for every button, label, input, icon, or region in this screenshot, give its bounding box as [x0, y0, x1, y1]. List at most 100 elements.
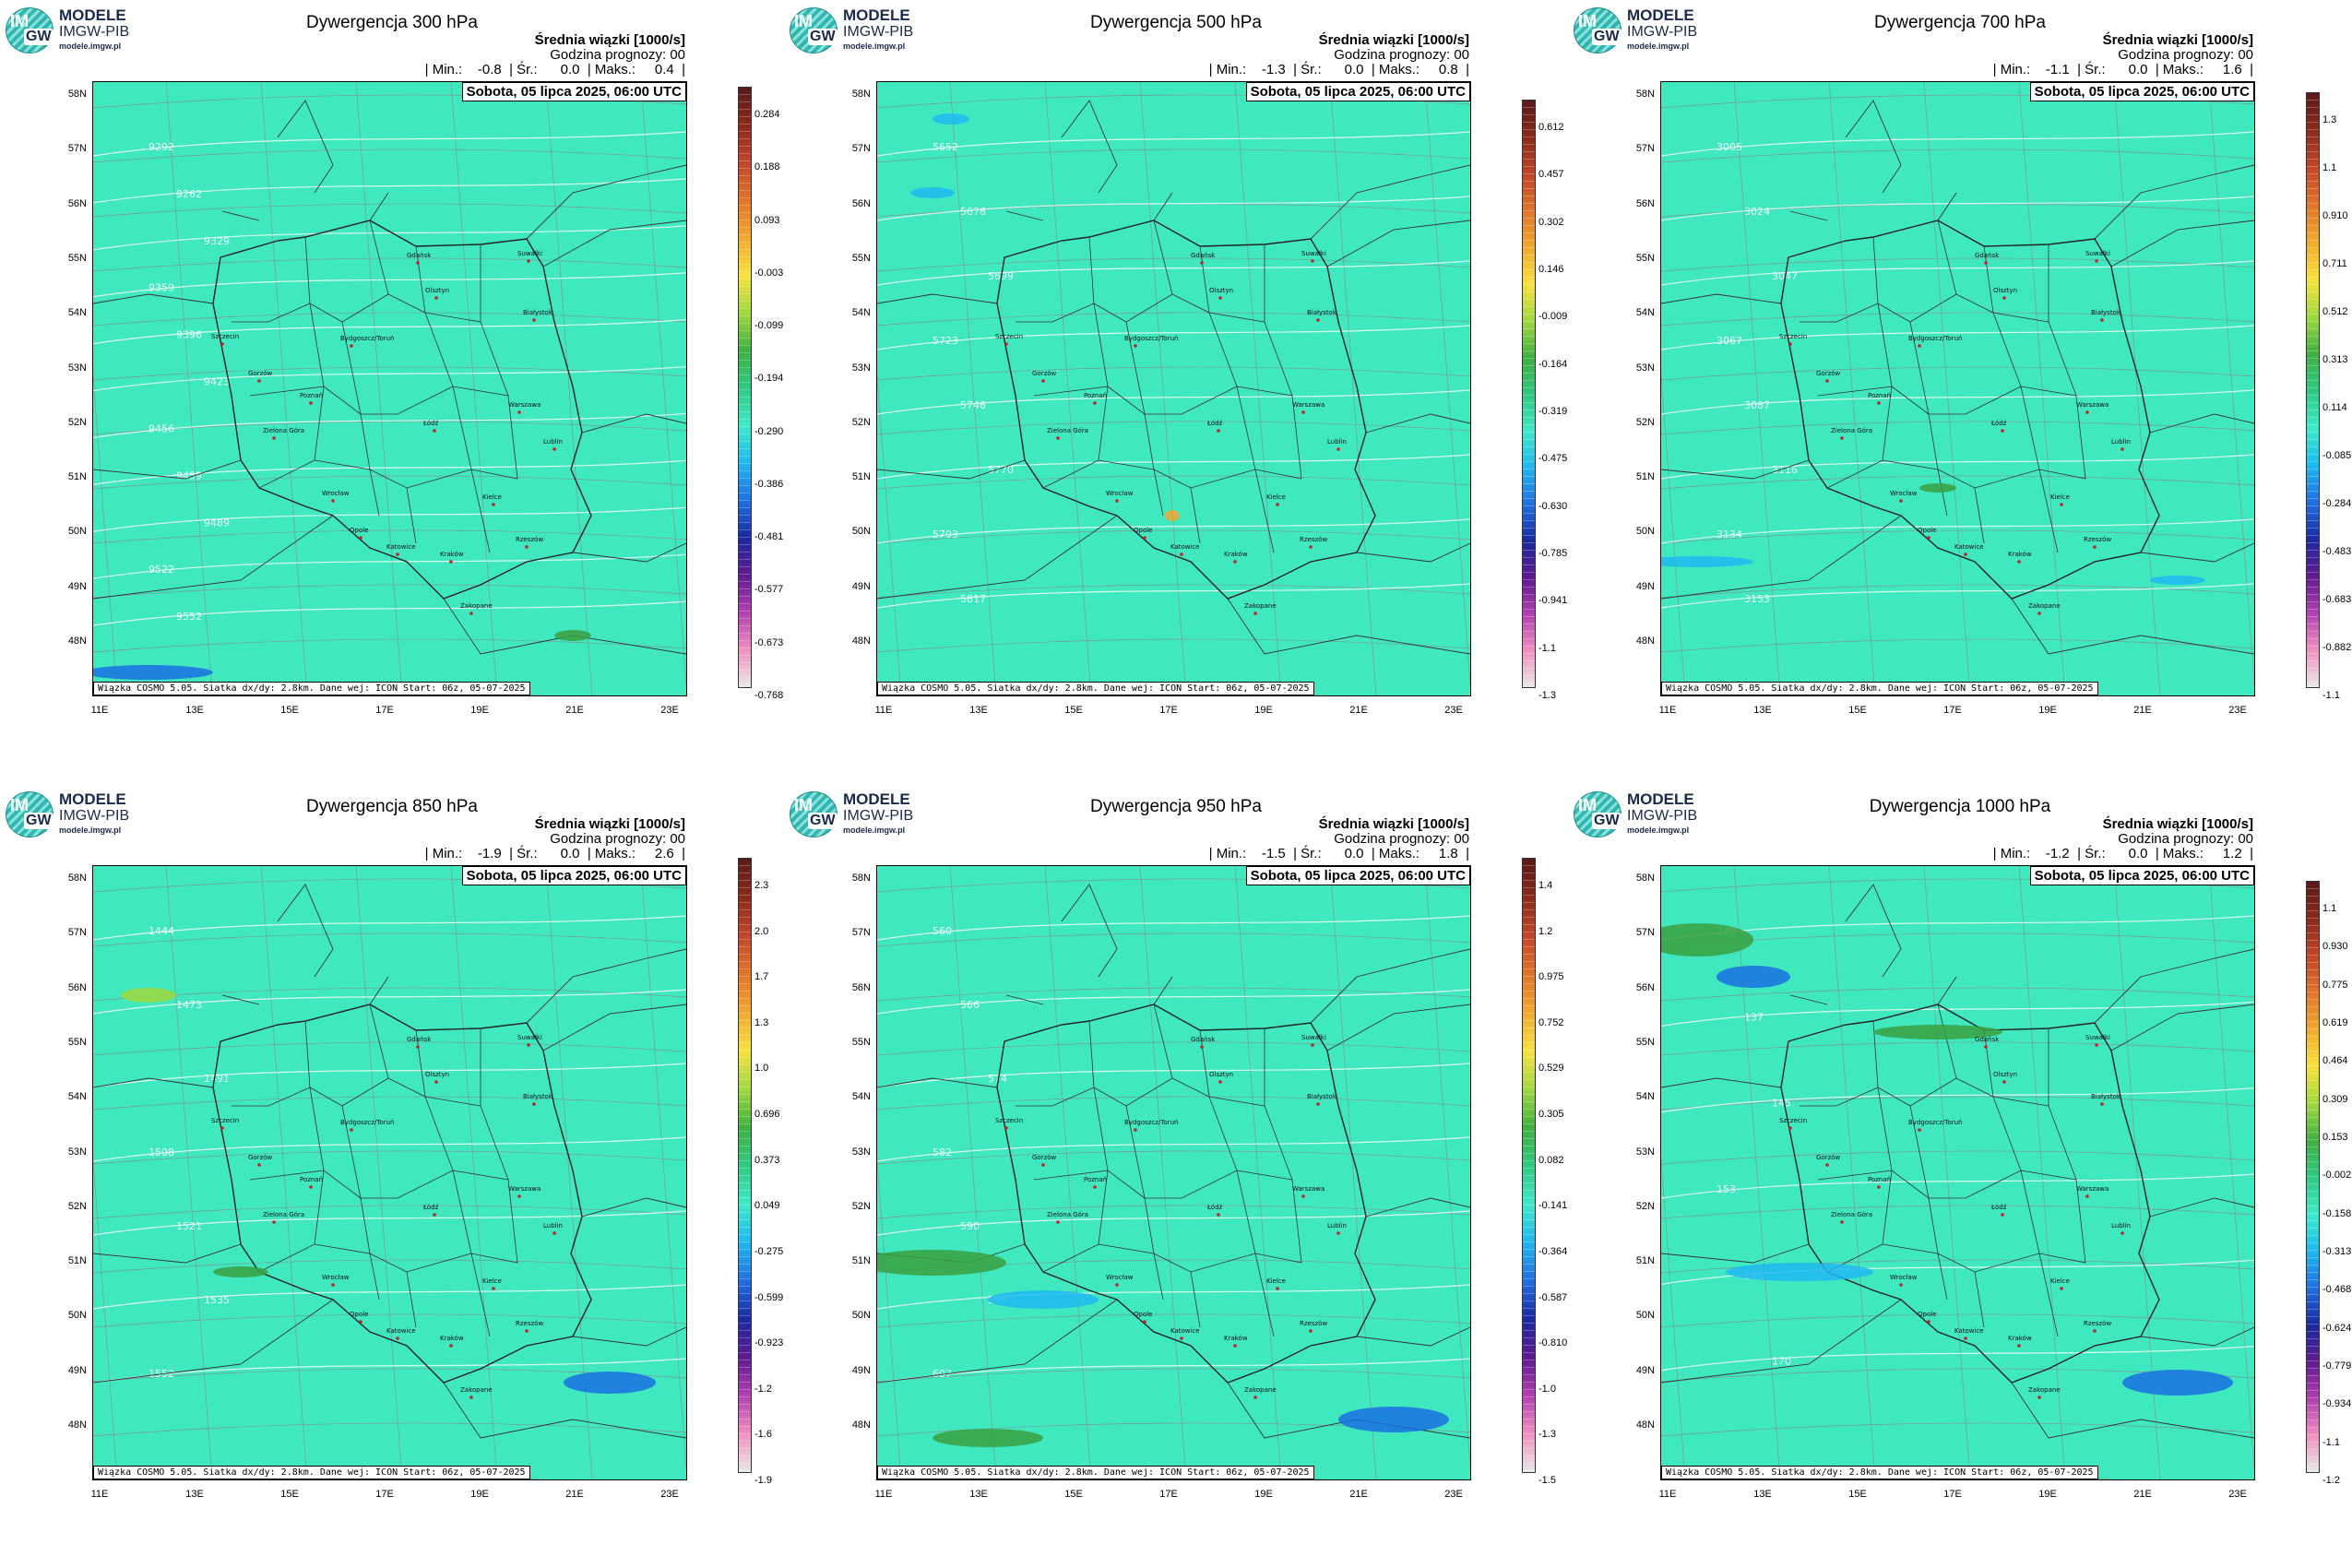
divergence-anomaly — [910, 187, 955, 198]
map-panel: IM GW MODELE IMGW-PIB modele.imgw.pl Dywergen… — [784, 784, 1568, 1568]
city-label: Szczecin — [211, 333, 239, 340]
lon-gridline — [1923, 82, 1971, 695]
height-isoline — [1661, 518, 2254, 544]
lat-gridline — [93, 1041, 686, 1056]
height-isoline — [1661, 454, 2254, 480]
lat-gridline — [93, 932, 686, 947]
lat-tick-label: 54N — [851, 307, 871, 319]
city-dot — [1877, 1185, 1881, 1189]
height-isoline — [1661, 1346, 2254, 1372]
colorbar-tick-label: 0.188 — [754, 161, 780, 173]
colorbar-tick-label: -0.475 — [1538, 453, 1568, 465]
lat-tick-label: 56N — [1635, 981, 1655, 993]
logo-line1: MODELE — [59, 790, 126, 808]
lat-tick-label: 51N — [1635, 1255, 1655, 1267]
voivodeship-border — [1190, 487, 1201, 544]
badge-gw: GW — [808, 813, 837, 829]
map-panel: IM GW MODELE IMGW-PIB modele.imgw.pl Dywergen… — [1568, 784, 2352, 1568]
voivodeship-border — [232, 1020, 311, 1107]
lat-tick-label: 52N — [851, 1200, 871, 1212]
lat-gridline — [93, 1259, 686, 1274]
city-dot — [1200, 1045, 1204, 1049]
lon-tick-label: 19E — [1254, 705, 1273, 716]
city-label: Suwałki — [1301, 1034, 1326, 1041]
city-dot — [220, 1126, 224, 1130]
city-dot — [331, 499, 335, 503]
lat-tick-label: 52N — [67, 1200, 87, 1212]
city-dot — [1115, 499, 1119, 503]
lon-tick-label: 21E — [565, 705, 584, 716]
isoline-label: 137 — [1744, 1011, 1764, 1023]
lon-gridline — [2018, 866, 2066, 1479]
lon-tick-label: 15E — [1848, 1489, 1867, 1500]
height-isoline — [1661, 583, 2254, 609]
colorbar-tick-label: -1.0 — [1538, 1383, 1556, 1395]
isoline-label: 5699 — [988, 270, 1014, 282]
map-area: 3005 3024 3047 3067 3087 3116 3134 3153 Gdańsk Su… — [1660, 81, 2255, 696]
imgw-badge-icon: IM GW — [6, 791, 53, 837]
city-label: Gdańsk — [1975, 1036, 2000, 1043]
city-dot — [2060, 1287, 2063, 1290]
panel-title: Dywergencja 1000 hPa — [1869, 797, 2051, 816]
map-area: 560566574582590599607GdańskSuwałkiOlszty… — [876, 865, 1471, 1480]
divergence-anomaly — [1661, 556, 1753, 567]
height-isoline — [877, 325, 1470, 350]
colorbar-tick-label: 0.930 — [2322, 941, 2348, 953]
city-label: Łódź — [1206, 1204, 1223, 1211]
subtitle: Średnia wiązki [1000/s] — [1318, 32, 1469, 48]
lon-gridline — [1424, 866, 1470, 1472]
lat-gridline — [877, 257, 1470, 272]
city-label: Poznań — [300, 1176, 323, 1183]
city-label: Gorzów — [1816, 1154, 1841, 1161]
isoline-label: 5770 — [988, 464, 1014, 476]
colorbar-tick-label: 0.049 — [754, 1200, 780, 1212]
badge-im: IM — [10, 796, 29, 814]
lat-gridline — [93, 529, 686, 544]
colorbar-tick-label: -0.599 — [754, 1291, 784, 1303]
height-isoline — [93, 989, 686, 1015]
voivodeship-border — [2038, 469, 2059, 553]
city-label: Opole — [350, 527, 369, 534]
colorbar-tick-label: -0.882 — [2322, 642, 2352, 653]
divergence-anomaly — [932, 1429, 1043, 1447]
city-dot — [1200, 261, 1204, 265]
city-label: Gorzów — [1032, 370, 1057, 377]
country-border — [93, 293, 214, 304]
city-label: Suwałki — [1301, 250, 1326, 257]
stats-line: | Min.: -1.1 | Śr.: 0.0 | Maks.: 1.6 | — [1992, 62, 2253, 77]
country-border — [1061, 884, 1118, 978]
stats-line: | Min.: -1.2 | Śr.: 0.0 | Maks.: 1.2 | — [1992, 846, 2253, 861]
city-dot — [2060, 503, 2063, 506]
lat-tick-label: 54N — [851, 1091, 871, 1103]
city-label: Olsztyn — [425, 1071, 449, 1078]
lat-gridline — [1661, 584, 2254, 599]
lat-gridline — [1661, 475, 2254, 490]
city-label: Lublin — [543, 438, 563, 445]
city-label: Gdańsk — [1191, 1036, 1216, 1043]
height-isoline — [1661, 260, 2254, 286]
logo-text: MODELE IMGW-PIB modele.imgw.pl — [843, 7, 913, 51]
country-border — [1789, 994, 1828, 1005]
city-label: Kielce — [1266, 1277, 1286, 1285]
logo-line1: MODELE — [843, 6, 910, 24]
forecast-hour: Godzina prognozy: 00 — [2118, 831, 2253, 847]
city-dot — [1311, 1043, 1314, 1047]
voivodeship-border — [2038, 1179, 2086, 1264]
city-dot — [272, 436, 276, 440]
height-isoline — [1661, 1173, 2254, 1199]
voivodeship-border — [1016, 1020, 1095, 1107]
lon-gridline — [1234, 866, 1282, 1479]
voivodeship-border — [452, 321, 509, 397]
height-isoline — [877, 196, 1470, 221]
country-border — [877, 1077, 998, 1088]
city-dot — [331, 1283, 335, 1287]
isoline-label: 5652 — [932, 141, 958, 153]
lon-tick-label: 17E — [1159, 1489, 1178, 1500]
lat-tick-label: 49N — [1635, 580, 1655, 592]
city-dot — [1336, 1231, 1340, 1235]
city-dot — [1309, 1329, 1313, 1333]
lon-gridline — [1733, 866, 1781, 1479]
lon-gridline — [877, 1156, 902, 1479]
lat-gridline — [93, 584, 686, 599]
city-dot — [449, 560, 453, 564]
